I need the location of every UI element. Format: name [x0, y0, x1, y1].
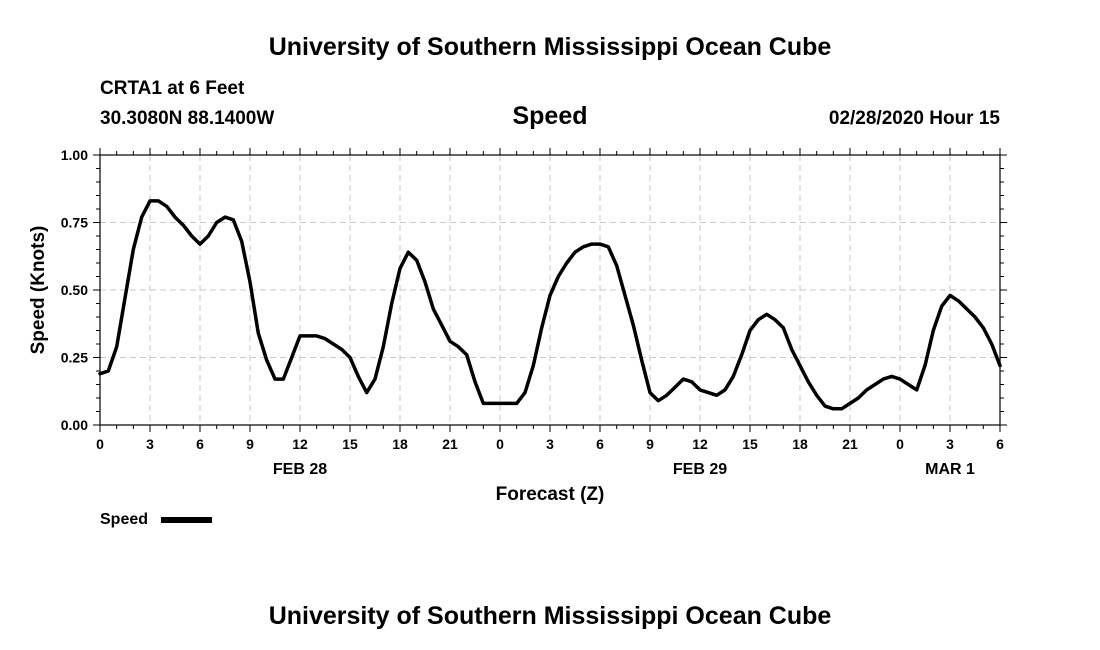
x-tick-label: 9 — [646, 436, 654, 452]
x-tick-label: 15 — [742, 436, 758, 452]
x-axis-label: Forecast (Z) — [496, 484, 605, 505]
coords-label: 30.3080N 88.1400W — [100, 108, 274, 129]
x-tick-label: 3 — [146, 436, 154, 452]
x-tick-label: 18 — [392, 436, 408, 452]
plot-area: 0 3 6 9 12 15 18 21 0 3 6 9 12 15 18 21 0 3 6 0.00 0.25 0.50 0… — [61, 147, 1007, 478]
x-tick-label: 6 — [196, 436, 204, 452]
date-label: MAR 1 — [925, 461, 975, 478]
x-tick-label: 6 — [996, 436, 1004, 452]
y-tick-label: 1.00 — [61, 147, 88, 163]
y-axis-label: Speed (Knots) — [28, 226, 49, 355]
legend-label: Speed — [100, 511, 148, 528]
y-tick-label: 0.25 — [61, 350, 88, 366]
x-tick-label: 12 — [692, 436, 708, 452]
legend: Speed — [100, 511, 212, 528]
y-tick-label: 0.50 — [61, 282, 88, 298]
valid-time-label: 02/28/2020 Hour 15 — [829, 108, 1001, 129]
x-tick-label: 21 — [842, 436, 858, 452]
title-bottom: University of Southern Mississippi Ocean… — [269, 602, 832, 630]
y-tick-label: 0.75 — [61, 215, 88, 231]
x-tick-label: 0 — [896, 436, 904, 452]
y-tick-label: 0.00 — [61, 417, 88, 433]
title-top: University of Southern Mississippi Ocean… — [269, 33, 832, 61]
x-tick-label: 21 — [442, 436, 458, 452]
x-tick-label: 18 — [792, 436, 808, 452]
series-line-speed — [98, 199, 1002, 411]
x-tick-label: 0 — [96, 436, 104, 452]
x-tick-label: 3 — [546, 436, 554, 452]
x-tick-label: 0 — [496, 436, 504, 452]
legend-swatch — [161, 517, 212, 523]
x-tick-label: 6 — [596, 436, 604, 452]
date-label: FEB 29 — [673, 461, 727, 478]
x-tick-label: 9 — [246, 436, 254, 452]
chart-title: Speed — [512, 102, 587, 130]
x-tick-label: 3 — [946, 436, 954, 452]
x-tick-label: 12 — [292, 436, 308, 452]
station-label: CRTA1 at 6 Feet — [100, 78, 245, 99]
x-tick-label: 15 — [342, 436, 358, 452]
date-label: FEB 28 — [273, 461, 327, 478]
